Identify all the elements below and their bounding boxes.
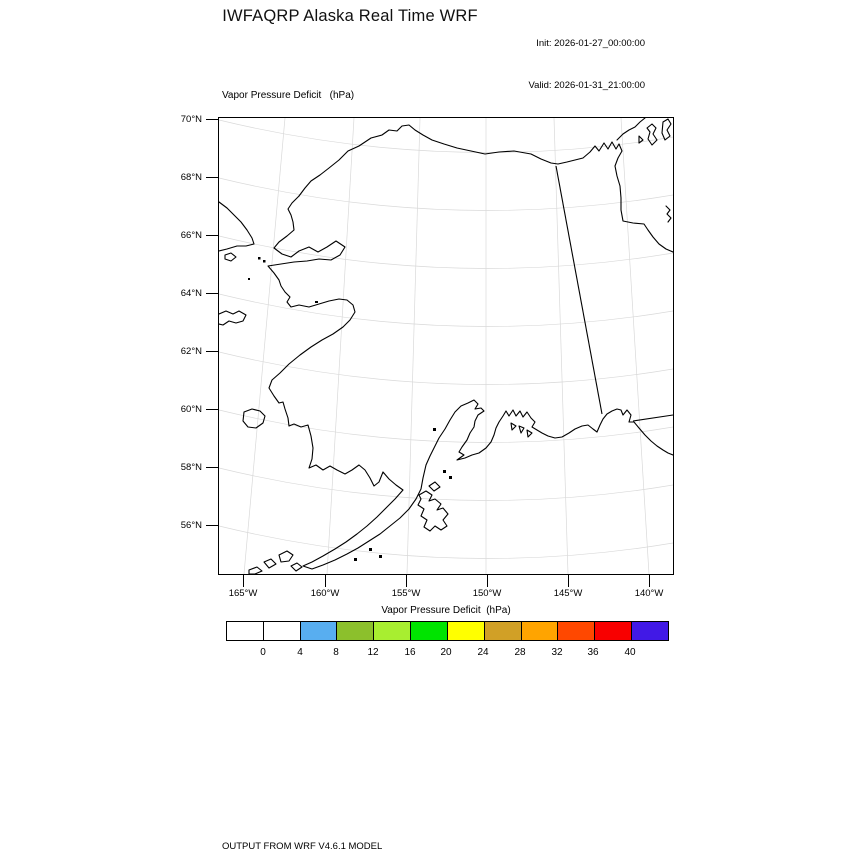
lon-tick	[568, 575, 569, 587]
colorbar-segment	[483, 622, 521, 640]
lon-tick-label: 145°W	[553, 588, 583, 599]
colorbar-segment	[520, 622, 558, 640]
page-title: IWFAQRP Alaska Real Time WRF	[222, 7, 478, 25]
lat-tick	[206, 467, 218, 468]
lat-tick	[206, 293, 218, 294]
lon-tick	[487, 575, 488, 587]
lon-tick	[243, 575, 244, 587]
lat-tick	[206, 235, 218, 236]
islet-dots	[248, 257, 452, 561]
colorbar-tick-label: 0	[260, 647, 266, 658]
init-time-label: Init: 2026-01-27_00:00:00	[536, 38, 645, 49]
footer-model-line: OUTPUT FROM WRF V4.6.1 MODEL	[222, 841, 383, 850]
colorbar-segment	[262, 622, 300, 640]
colorbar-tick-label: 12	[367, 647, 379, 658]
graticule-lines	[219, 118, 673, 574]
lon-tick-label: 140°W	[634, 588, 664, 599]
colorbar-segment	[410, 622, 447, 640]
lon-tick-label: 165°W	[228, 588, 258, 599]
lat-tick-label: 60°N	[180, 404, 202, 415]
lat-tick-label: 68°N	[180, 172, 202, 183]
colorbar-tick-label: 28	[514, 647, 526, 658]
colorbar	[226, 621, 669, 641]
colorbar-tick-label: 8	[333, 647, 339, 658]
colorbar-tick-label: 4	[297, 647, 303, 658]
colorbar-tick-label: 40	[624, 647, 636, 658]
footer: OUTPUT FROM WRF V4.6.1 MODEL WE = 225 ; …	[222, 814, 596, 850]
lat-tick	[206, 525, 218, 526]
colorbar-segment	[227, 622, 263, 640]
colorbar-tick-label: 16	[404, 647, 416, 658]
lat-tick	[206, 351, 218, 352]
lat-tick	[206, 177, 218, 178]
colorbar-tick-label: 32	[551, 647, 563, 658]
colorbar-segment	[299, 622, 337, 640]
colorbar-tick-label: 24	[477, 647, 489, 658]
alaska-map-svg	[219, 118, 673, 574]
valid-time-label: Valid: 2026-01-31_21:00:00	[528, 80, 645, 91]
lat-tick-label: 58°N	[180, 462, 202, 473]
lon-tick-label: 150°W	[472, 588, 502, 599]
lon-tick-label: 155°W	[391, 588, 421, 599]
lon-tick-label: 160°W	[310, 588, 340, 599]
colorbar-title: Vapor Pressure Deficit (hPa)	[381, 605, 511, 616]
map-field-label: Vapor Pressure Deficit (hPa)	[222, 90, 355, 101]
lat-tick-label: 70°N	[180, 114, 202, 125]
lon-tick	[649, 575, 650, 587]
colorbar-segment	[594, 622, 632, 640]
colorbar-segment	[557, 622, 595, 640]
lat-tick-label: 56°N	[180, 520, 202, 531]
lon-tick	[325, 575, 326, 587]
lon-tick	[406, 575, 407, 587]
map-plot	[218, 117, 674, 575]
colorbar-tick-label: 20	[440, 647, 452, 658]
lat-tick-label: 62°N	[180, 346, 202, 357]
lat-tick-label: 66°N	[180, 230, 202, 241]
lat-tick	[206, 409, 218, 410]
lat-tick-label: 64°N	[180, 288, 202, 299]
colorbar-segment	[373, 622, 411, 640]
border-lines	[555, 165, 673, 422]
coastline-paths	[219, 118, 673, 574]
run-times: Init: 2026-01-27_00:00:00 Valid: 2026-01…	[528, 9, 645, 121]
lat-tick	[206, 119, 218, 120]
colorbar-tick-label: 36	[587, 647, 599, 658]
colorbar-segment	[446, 622, 484, 640]
colorbar-segment	[336, 622, 374, 640]
colorbar-segment	[631, 622, 668, 640]
